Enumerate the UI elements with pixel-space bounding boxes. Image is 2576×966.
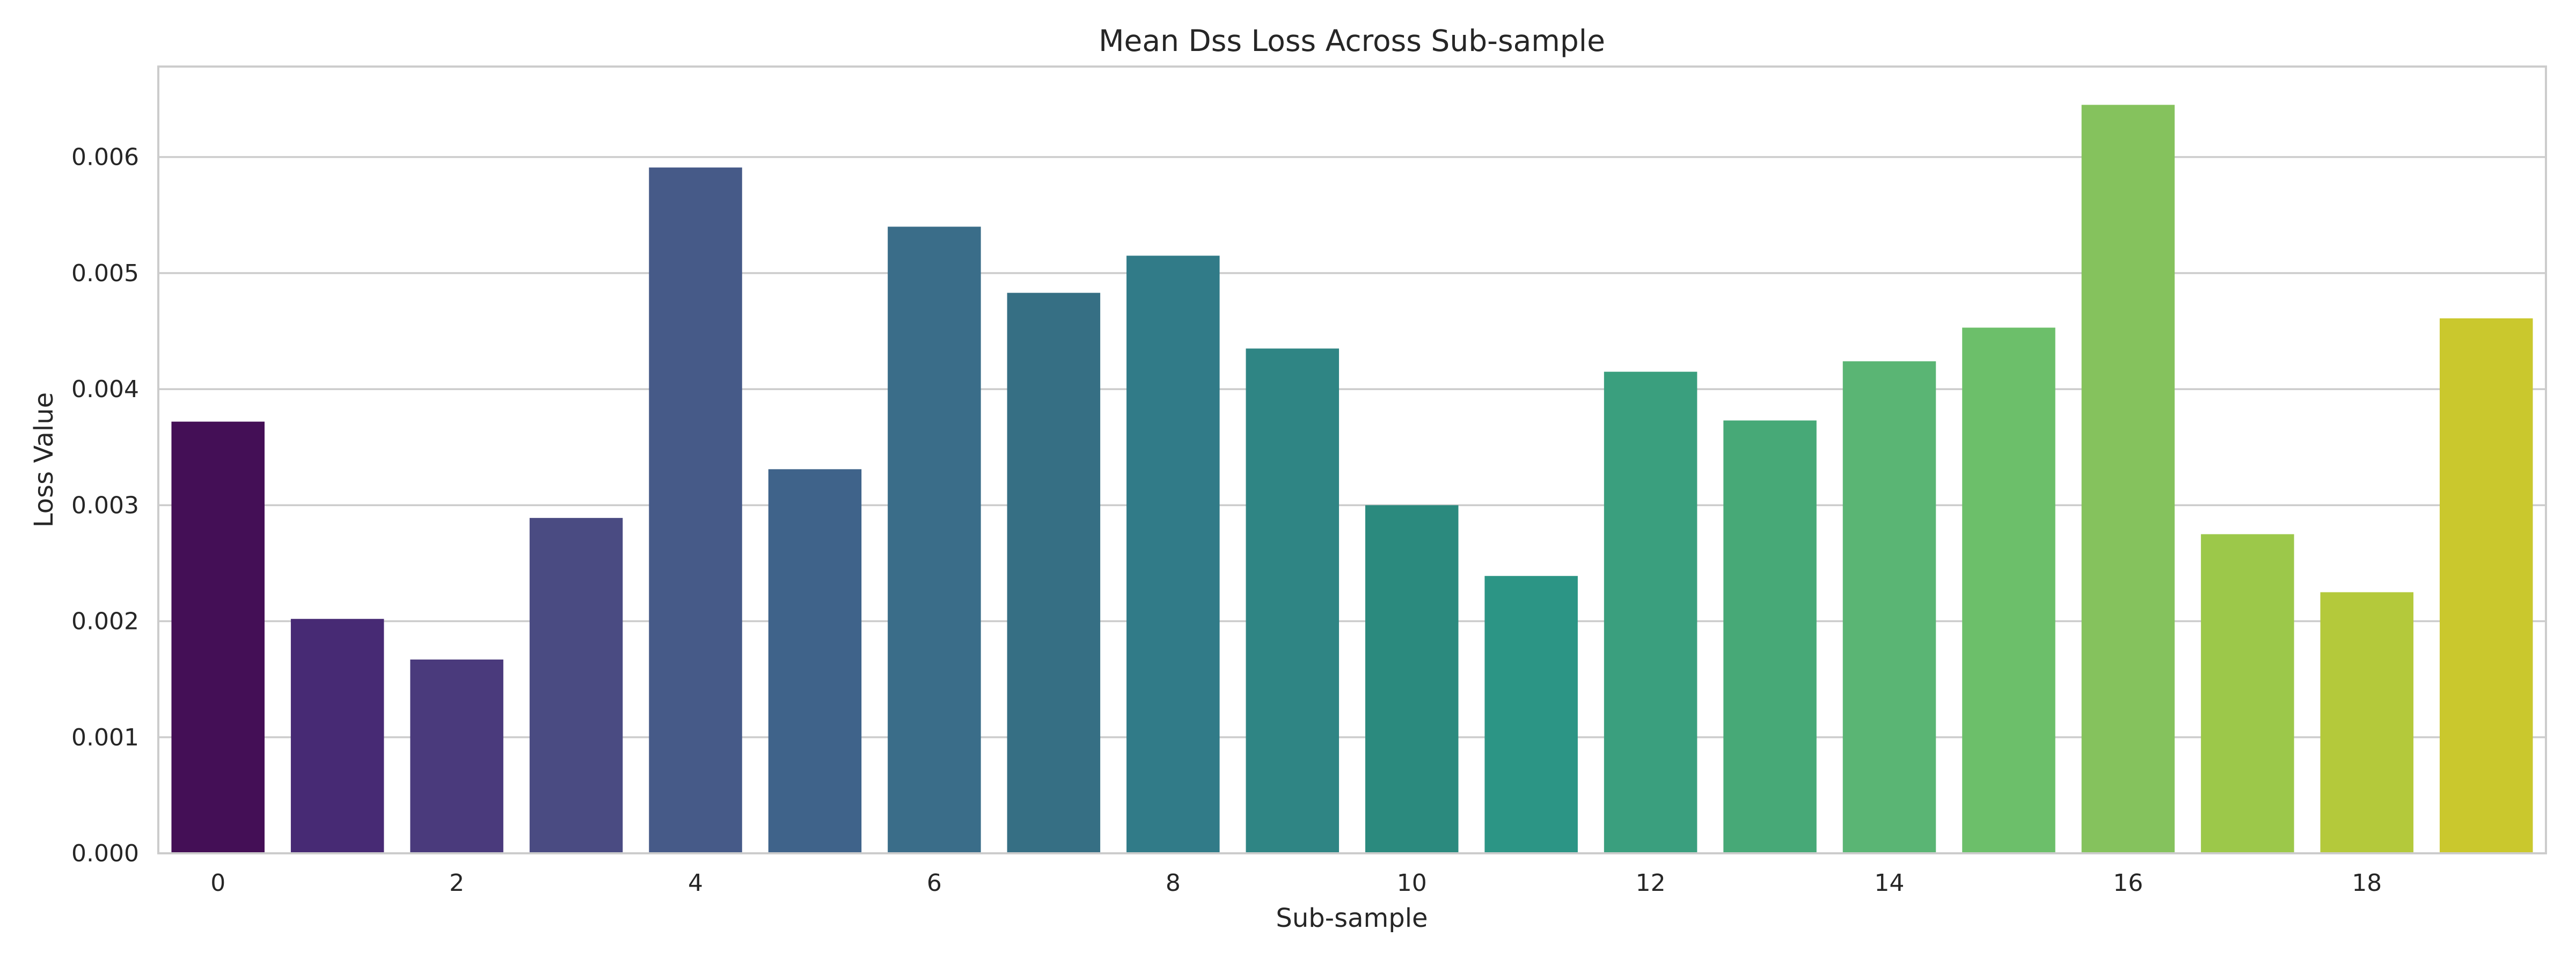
x-axis-label: Sub-sample — [1276, 903, 1428, 933]
bars — [171, 105, 2533, 854]
y-tick-label: 0.001 — [71, 724, 139, 751]
bar-18 — [2320, 592, 2414, 853]
x-tick-label: 18 — [2352, 869, 2382, 897]
bar-9 — [1246, 348, 1340, 853]
bar-15 — [1962, 327, 2055, 853]
x-tick-label: 4 — [688, 869, 703, 897]
x-tick-labels: 0 2 4 6 8 10 12 14 16 18 — [210, 869, 2382, 897]
bar-1 — [290, 619, 384, 853]
y-axis-label: Loss Value — [29, 392, 59, 528]
x-tick-label: 0 — [210, 869, 225, 897]
bar-17 — [2201, 534, 2294, 853]
chart-title: Mean Dss Loss Across Sub-sample — [1099, 24, 1605, 58]
x-tick-label: 16 — [2113, 869, 2143, 897]
y-tick-label: 0.002 — [71, 608, 139, 635]
y-tick-label: 0.004 — [71, 376, 139, 403]
x-tick-label: 12 — [1636, 869, 1666, 897]
grid-lines — [158, 156, 2546, 854]
x-tick-label: 8 — [1166, 869, 1181, 897]
bar-8 — [1126, 255, 1220, 853]
y-tick-label: 0.006 — [71, 144, 139, 171]
bar-16 — [2081, 105, 2175, 853]
bar-14 — [1842, 361, 1936, 853]
y-tick-label: 0.000 — [71, 840, 139, 867]
bar-12 — [1604, 371, 1697, 853]
plot-frame — [157, 65, 2547, 854]
bar-4 — [649, 167, 742, 854]
bar-6 — [888, 226, 981, 853]
bar-3 — [529, 518, 623, 853]
x-tick-label: 6 — [927, 869, 942, 897]
y-tick-label: 0.003 — [71, 492, 139, 519]
bar-13 — [1723, 420, 1817, 853]
bar-5 — [768, 469, 862, 853]
bar-11 — [1484, 576, 1578, 853]
x-tick-label: 2 — [449, 869, 464, 897]
x-tick-label: 10 — [1397, 869, 1427, 897]
y-tick-labels: 0.000 0.001 0.002 0.003 0.004 0.005 0.006 — [71, 144, 139, 867]
bar-0 — [171, 421, 265, 853]
bar-10 — [1365, 505, 1459, 853]
y-tick-label: 0.005 — [71, 260, 139, 287]
bar-2 — [410, 659, 503, 853]
bar-7 — [1007, 292, 1101, 853]
bar-19 — [2440, 318, 2533, 853]
x-tick-label: 14 — [1875, 869, 1905, 897]
